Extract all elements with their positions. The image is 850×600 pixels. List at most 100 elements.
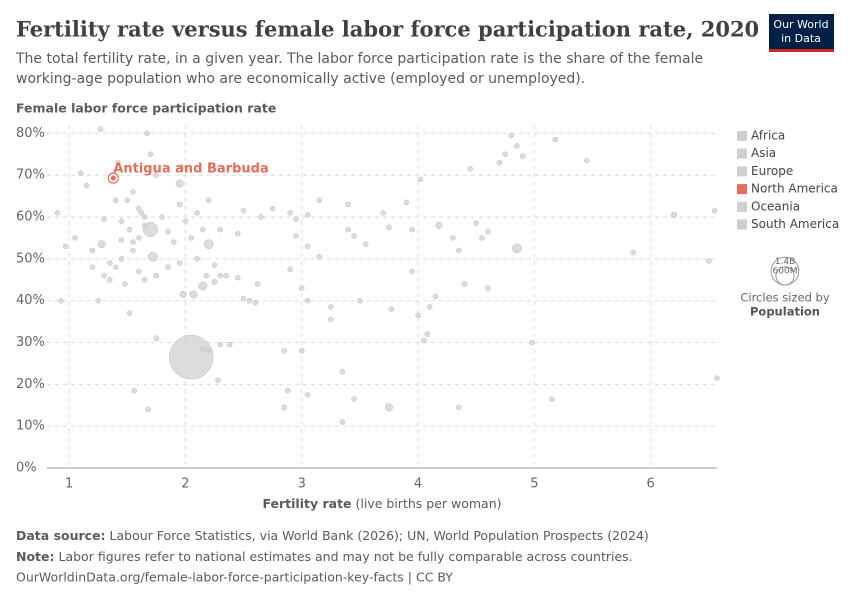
point <box>711 208 718 214</box>
point <box>456 404 462 411</box>
x-tick-label: 2 <box>181 477 189 492</box>
x-axis-label: Fertility rate (live births per woman) <box>262 496 501 511</box>
point <box>176 201 183 208</box>
y-tick-label: 70% <box>16 168 45 183</box>
point <box>118 256 125 262</box>
point <box>138 210 144 216</box>
point <box>189 290 198 299</box>
legend-swatch[interactable] <box>737 148 747 159</box>
legend-label[interactable]: South America <box>751 217 839 231</box>
point <box>159 214 165 220</box>
point <box>552 136 559 143</box>
legend-swatch[interactable] <box>737 166 747 177</box>
point <box>147 151 154 158</box>
point <box>168 334 214 380</box>
point <box>194 256 200 262</box>
point <box>217 226 224 233</box>
point <box>485 285 491 291</box>
note-label: Note: <box>16 549 55 564</box>
point <box>62 243 69 250</box>
highlight-ring <box>107 172 119 184</box>
legend-label[interactable]: Europe <box>751 164 793 178</box>
point <box>136 235 142 241</box>
point <box>432 293 439 300</box>
point <box>386 224 392 231</box>
y-axis-label: Female labor force participation rate <box>16 101 276 116</box>
legend-swatch[interactable] <box>737 184 747 195</box>
point <box>409 226 415 233</box>
point <box>409 268 415 275</box>
point <box>351 396 357 402</box>
point <box>235 274 241 281</box>
point <box>512 243 522 254</box>
point <box>403 199 410 206</box>
point <box>435 221 443 229</box>
legend-swatch[interactable] <box>737 131 747 141</box>
point <box>112 197 119 204</box>
point <box>351 233 357 239</box>
point <box>450 235 456 241</box>
point <box>115 159 121 166</box>
point <box>97 126 104 132</box>
point <box>316 197 322 204</box>
legend-label[interactable]: North America <box>751 182 838 196</box>
point <box>153 335 160 342</box>
legend-swatch[interactable] <box>737 201 747 212</box>
point <box>215 377 221 383</box>
point <box>211 278 218 285</box>
point <box>235 231 241 237</box>
size-legend-label: 600M <box>773 266 798 276</box>
y-tick-label: 40% <box>16 293 45 308</box>
point <box>107 260 113 266</box>
source: Data source: Labour Force Statistics, vi… <box>16 528 649 543</box>
point <box>357 297 363 304</box>
legend-swatch[interactable] <box>737 219 747 230</box>
point <box>97 240 106 249</box>
point <box>131 387 137 394</box>
logo-bar <box>769 49 834 52</box>
point <box>415 312 421 319</box>
highlight-point <box>110 175 116 181</box>
point <box>95 297 101 304</box>
point <box>89 247 96 254</box>
point <box>198 281 208 291</box>
point <box>203 239 214 250</box>
point <box>339 419 346 425</box>
point <box>179 290 187 298</box>
point <box>217 272 224 279</box>
point <box>165 228 171 235</box>
point <box>258 214 264 220</box>
point <box>141 214 148 220</box>
chart-subtitle: The total fertility rate, in a given yea… <box>16 51 704 87</box>
point <box>211 262 218 268</box>
point <box>304 212 311 218</box>
x-tick-label: 6 <box>647 477 655 492</box>
point <box>304 243 311 250</box>
point <box>304 392 311 398</box>
point <box>345 201 352 208</box>
legend-label[interactable]: Africa <box>751 129 785 143</box>
point <box>362 241 369 247</box>
point <box>316 254 322 260</box>
point <box>240 208 247 214</box>
legend-label[interactable]: Asia <box>751 146 776 160</box>
point <box>706 258 712 264</box>
point <box>194 210 200 216</box>
point <box>281 348 288 354</box>
point <box>126 310 133 316</box>
point <box>122 281 128 287</box>
logo-text: in Data <box>781 32 821 45</box>
point <box>252 300 258 306</box>
point <box>456 247 462 254</box>
point <box>298 285 305 291</box>
point <box>502 151 509 158</box>
point <box>136 205 142 212</box>
legend-label[interactable]: Oceania <box>751 199 800 213</box>
point <box>165 264 171 270</box>
point <box>200 346 206 352</box>
y-tick-label: 50% <box>16 251 45 266</box>
point <box>630 249 636 256</box>
y-tick-label: 0% <box>16 461 37 476</box>
point <box>240 295 247 302</box>
point <box>421 337 427 344</box>
